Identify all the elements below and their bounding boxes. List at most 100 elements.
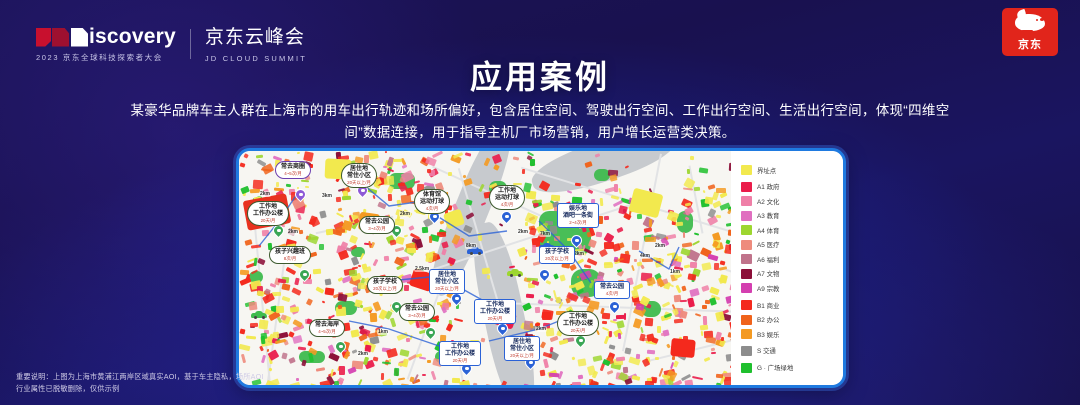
distance-label: 2km — [517, 229, 530, 235]
jdd-discovery-mark: iscovery 2023 京东全球科技探索者大会 — [36, 25, 176, 63]
map-pin-icon[interactable] — [522, 354, 539, 371]
distance-label: 1km — [377, 329, 390, 335]
callout-title: 工作地 — [451, 344, 470, 350]
map-callout[interactable]: 孩子兴趣班 8次/月 — [269, 246, 312, 265]
callout-subtitle: 常住小区 — [347, 172, 372, 179]
jd-cloud-summit-mark: 京东云峰会 JD CLOUD SUMMIT — [205, 22, 307, 63]
distance-label: 8km — [465, 243, 478, 249]
legend-row[interactable]: G · 广场绿地 — [741, 362, 837, 373]
callout-title: 居住地 — [438, 272, 457, 278]
map-callout[interactable]: 常去公园 3~4次/月 — [399, 303, 436, 322]
map-pin-icon[interactable] — [270, 222, 287, 239]
distance-label: 2.5km — [414, 266, 431, 272]
map-callout[interactable]: 工作地 运动打球 4次/月 — [489, 185, 526, 211]
legend-row[interactable]: B3 娱乐 — [741, 329, 837, 339]
callout-frequency: 20天/月 — [487, 316, 503, 322]
map-callout[interactable]: 居住地 常住小区 20天以上/月 — [341, 163, 378, 189]
legend-swatch-icon — [741, 254, 752, 265]
page-description: 某豪华品牌车主人群在上海市的用车出行轨迹和场所偏好，包含居住空间、驾驶出行空间、… — [130, 103, 950, 140]
map-pin-icon[interactable] — [536, 266, 553, 283]
callout-frequency: 4~5次/月 — [318, 329, 336, 335]
map-pin-icon[interactable] — [388, 222, 405, 239]
legend-row[interactable]: 界址点 — [741, 165, 837, 175]
callout-subtitle: 工作办公楼 — [445, 350, 476, 357]
map-pin-icon[interactable] — [426, 208, 443, 225]
map-callout[interactable]: 居住地 常住小区 20天以上/月 — [429, 269, 466, 295]
callout-frequency: 4次/月 — [425, 206, 439, 212]
legend-swatch-icon — [741, 239, 752, 250]
legend-row[interactable]: B1 商业 — [741, 300, 837, 310]
legend-swatch-icon — [741, 329, 752, 339]
map-pin-icon[interactable] — [494, 320, 511, 337]
map-callout[interactable]: 工作地 工作办公楼 20天/月 — [557, 311, 600, 337]
distance-label: 2km — [535, 326, 548, 332]
aoi-map[interactable]: 2km 3km 2km 2km 2km 7km 8km 2km 2km 2.5km 4km 1km 2k… — [239, 151, 731, 385]
map-pin-icon[interactable] — [422, 324, 439, 341]
legend-label: G · 广场绿地 — [757, 365, 794, 372]
legend-row[interactable]: A9 宗教 — [741, 283, 837, 294]
legend-row[interactable]: A2 文化 — [741, 196, 837, 207]
distance-label: 2km — [399, 211, 412, 217]
legend-label: A6 福利 — [757, 256, 780, 264]
jdd-subtitle: 2023 京东全球科技探索者大会 — [36, 53, 163, 62]
callout-title: 常去海岸 — [315, 322, 340, 328]
callout-title: 工作地 — [259, 204, 278, 210]
callout-title: 常去公园 — [365, 219, 390, 225]
brand-divider — [189, 29, 191, 59]
map-pin-icon[interactable] — [332, 338, 349, 355]
map-callout[interactable]: 体育馆 运动打球 4次/月 — [414, 189, 451, 215]
legend-row[interactable]: A3 教育 — [741, 210, 837, 221]
callout-frequency: 20天以上/月 — [435, 286, 459, 292]
callout-title: 孩子学校 — [545, 249, 570, 255]
callout-frequency: 2~4次/月 — [569, 220, 587, 226]
callout-frequency: 20次以上/月 — [373, 286, 397, 292]
callout-title: 工作地 — [486, 302, 505, 308]
legend-swatch-icon — [741, 210, 752, 221]
map-callout[interactable]: 常去公园 3~4次/月 — [359, 216, 396, 235]
map-pin-icon[interactable] — [388, 298, 405, 315]
map-callout[interactable]: 孩子学校 20次以上/月 — [539, 246, 576, 265]
map-pin-icon[interactable] — [572, 332, 589, 349]
map-callout[interactable]: 工作地 工作办公楼 20天/月 — [474, 299, 517, 325]
legend-row[interactable]: A6 福利 — [741, 254, 837, 265]
map-pin-icon[interactable] — [458, 360, 475, 377]
legend-row[interactable]: A1 政府 — [741, 181, 837, 192]
map-callout[interactable]: 常去商圈 4~5次/月 — [275, 161, 312, 180]
callout-subtitle: 工作办公楼 — [563, 320, 594, 327]
legend-row[interactable]: S 交通 — [741, 345, 837, 356]
callout-subtitle: 工作办公楼 — [253, 210, 284, 217]
legend-row[interactable]: A5 医疗 — [741, 239, 837, 250]
map-pin-icon[interactable] — [606, 298, 623, 315]
map-callout[interactable]: 娱乐地 酒吧一条街 2~4次/月 — [557, 203, 600, 229]
distance-label: 2km — [357, 351, 370, 357]
map-card: 2km 3km 2km 2km 2km 7km 8km 2km 2km 2.5km 4km 1km 2k… — [236, 148, 846, 388]
legend-row[interactable]: A4 体育 — [741, 225, 837, 236]
legend-row[interactable]: B2 办公 — [741, 314, 837, 325]
legend-row[interactable]: A7 文物 — [741, 268, 837, 279]
map-callout[interactable]: 工作地 工作办公楼 20天/月 — [439, 341, 482, 367]
jd-letters-icon — [36, 27, 70, 47]
map-pin-icon[interactable] — [292, 186, 309, 203]
distance-label: 1km — [669, 269, 682, 275]
map-pin-icon[interactable] — [354, 182, 371, 199]
callout-frequency: 4次/月 — [605, 291, 619, 297]
callout-title: 常去公园 — [405, 306, 430, 312]
callout-frequency: 3~4次/月 — [368, 226, 386, 232]
map-pin-icon[interactable] — [448, 290, 465, 307]
callout-title: 居住地 — [513, 339, 532, 345]
park-polygon — [351, 247, 365, 257]
car-icon — [251, 311, 267, 319]
map-callout[interactable]: 常去公园 4次/月 — [594, 281, 631, 300]
map-callout[interactable]: 居住地 常住小区 20天以上/月 — [504, 336, 541, 362]
legend-swatch-icon — [741, 196, 752, 207]
map-pin-icon[interactable] — [568, 232, 585, 249]
legend-swatch-icon — [741, 314, 752, 325]
map-pin-icon[interactable] — [498, 208, 515, 225]
map-callout[interactable]: 孩子学校 20次以上/月 — [367, 276, 404, 295]
callout-frequency: 3~4次/月 — [408, 313, 426, 319]
map-callout[interactable]: 工作地 工作办公楼 20天/月 — [247, 201, 290, 227]
callout-subtitle: 常住小区 — [435, 278, 460, 285]
map-callout[interactable]: 常去海岸 4~5次/月 — [309, 319, 346, 338]
map-pin-icon[interactable] — [296, 266, 313, 283]
legend-swatch-icon — [741, 268, 752, 279]
